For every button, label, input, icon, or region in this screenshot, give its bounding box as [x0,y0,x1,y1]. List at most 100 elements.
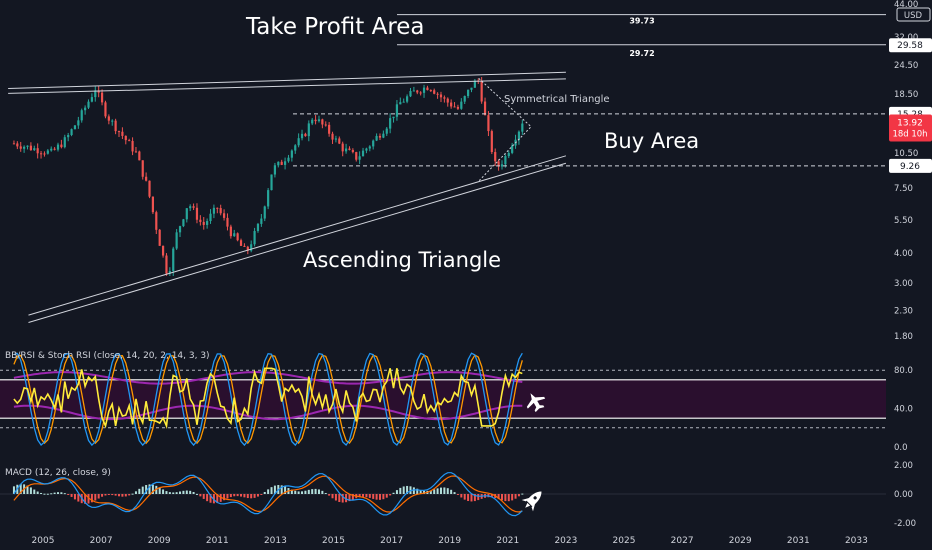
candle-body [402,101,405,103]
macd-hist-bar [280,485,283,494]
macd-hist-bar [128,494,131,496]
price-pane[interactable]: 39.73 29.72 [8,14,886,323]
time-tick-label: 2019 [438,536,461,546]
macd-hist-bar [253,494,256,498]
price-tick-label: 24.50 [894,61,918,71]
price-tick-label: 10.50 [894,149,918,159]
macd-hist-bar [124,494,127,497]
candle-body [446,98,449,103]
candle-body [236,233,239,241]
candle-body [439,94,443,98]
candle-body [226,217,229,227]
price-axis[interactable]: 44.00 32.00 24.50 18.50 10.50 7.50 5.50 4.00 3.0… [889,0,932,529]
macd-hist-bar [378,494,381,500]
macd-hist-bar [175,492,178,494]
candle-body [419,92,422,94]
time-tick-label: 2015 [322,536,345,546]
symmetrical-triangle-label: Symmetrical Triangle [504,94,610,105]
macd-hist-bar [29,487,32,494]
candle-body [155,212,158,230]
candle-body [324,124,327,126]
take-profit-label: Take Profit Area [246,14,425,40]
candle-body [307,123,310,137]
candle-body [290,150,293,158]
macd-hist-bar [368,494,371,498]
candle-body [189,206,192,209]
macd-hist-bar [331,494,334,499]
time-tick-label: 2021 [496,536,519,546]
candle-body [422,87,426,93]
macd-hist-bar [114,494,117,496]
candle-body [178,226,182,233]
macd-pane[interactable]: MACD (12, 26, close, 9) [0,468,886,517]
macd-hist-bar [63,493,66,495]
macd-hist-bar [19,484,22,494]
time-axis[interactable]: 2005 2007 2009 2011 2013 2015 2017 2019 2021 2023… [32,536,868,546]
time-tick-label: 2023 [554,536,577,546]
candle-body [77,120,80,126]
macd-hist-bar [389,494,392,496]
candle-body [250,244,253,251]
rsi-line [13,367,523,429]
candle-body [372,140,375,147]
macd-hist-bar [385,494,388,498]
candle-body [328,124,331,134]
candle-body [365,148,368,151]
candle-body [111,120,114,122]
candle-body [497,161,500,167]
candle-body [521,123,524,132]
candle-body [273,165,277,175]
bb-rsi-stoch-pane[interactable]: BB/RSI & Stoch RSI (close, 14, 20, 2, 14… [0,351,886,447]
candle-body [314,119,317,122]
candle-body [23,146,26,149]
horizontal-levels: 39.73 29.72 [293,14,886,167]
macd-hist-bar [416,488,419,494]
candle-body [490,131,493,153]
candle-body [216,207,219,209]
candle-body [114,120,117,132]
candle-body [399,102,402,105]
candle-body [39,153,43,155]
macd-hist-bar [233,494,236,497]
macd-hist-bar [402,486,405,494]
price-tick-label: 18.50 [894,90,918,100]
ascending-triangle-label: Ascending Triangle [303,248,502,272]
macd-hist-bar [50,493,53,495]
macd-hist-bar [351,494,354,500]
macd-hist-bar [256,494,259,497]
candle-body [12,143,16,145]
macd-hist-bar [395,490,398,494]
level-label: 39.73 [629,17,654,26]
macd-hist-bar [450,489,453,494]
macd-hist-bar [477,494,480,501]
macd-hist-bar [490,494,493,498]
candle-body [504,156,507,165]
macd-hist-bar [273,485,276,494]
candle-body [46,150,49,154]
candle-body [297,138,300,146]
candle-body [300,133,304,139]
candle-body [338,138,341,144]
candle-body [331,133,334,140]
airplane-icon [526,393,546,413]
macd-hist-bar [246,494,249,499]
macd-hist-bar [209,494,212,503]
candle-body [511,145,514,153]
macd-hist-bar [148,484,151,494]
candle-body [33,148,36,151]
macd-axis-ticks: 2.00 0.00 -2.00 [894,461,916,529]
macd-hist-bar [260,494,263,495]
candle-body [466,89,470,97]
candle-body [182,219,185,227]
candle-body [60,144,63,148]
candle-body [128,140,131,142]
price-tick-label: 3.00 [894,279,913,289]
candle-body [50,148,53,151]
price-tick-label: 44.00 [894,0,918,10]
macd-hist-bar [473,494,476,502]
price-tick-label: 2.30 [894,307,913,317]
candle-body [361,150,365,157]
macd-hist-bar [294,490,297,494]
candle-body [375,135,378,141]
